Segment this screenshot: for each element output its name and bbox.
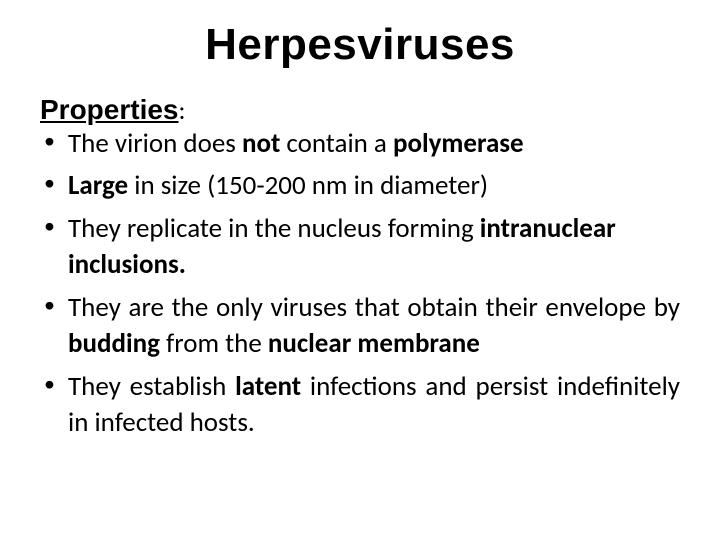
text-bold: not [242, 127, 280, 160]
subheading-colon: : [179, 94, 186, 126]
text-run: in size (150-200 nm in diameter) [128, 169, 488, 202]
subheading-text: Properties [40, 94, 179, 125]
text-run: es [212, 127, 242, 160]
text-bold: latent [235, 370, 301, 403]
text-run: contain a [280, 127, 393, 160]
properties-list: The virion does not contain a polymerase… [40, 126, 680, 442]
text-bold: nuclear membrane [268, 327, 480, 360]
text-run: They are the only viruses that obtain th… [68, 291, 680, 324]
text-run: They establish [68, 370, 235, 403]
list-item: They are the only viruses that obtain th… [40, 290, 680, 363]
text-bold: budding [68, 327, 160, 360]
text-run: from the [160, 327, 268, 360]
slide-container: Herpesviruses Properties: The virion doe… [0, 0, 720, 540]
list-item: The virion does not contain a polymerase [40, 126, 680, 162]
text-run: They replicate in the nucleus forming [68, 212, 480, 245]
list-item: Large in size (150-200 nm in diameter) [40, 168, 680, 204]
list-item: They establish latent infections and per… [40, 369, 680, 442]
text-bold: Large [68, 169, 128, 202]
slide-title: Herpesviruses [40, 20, 680, 70]
list-item: They replicate in the nucleus forming in… [40, 211, 680, 284]
text-bold: polymerase [393, 127, 524, 160]
properties-heading: Properties: [40, 94, 680, 126]
text-run: The virion do [68, 127, 212, 160]
